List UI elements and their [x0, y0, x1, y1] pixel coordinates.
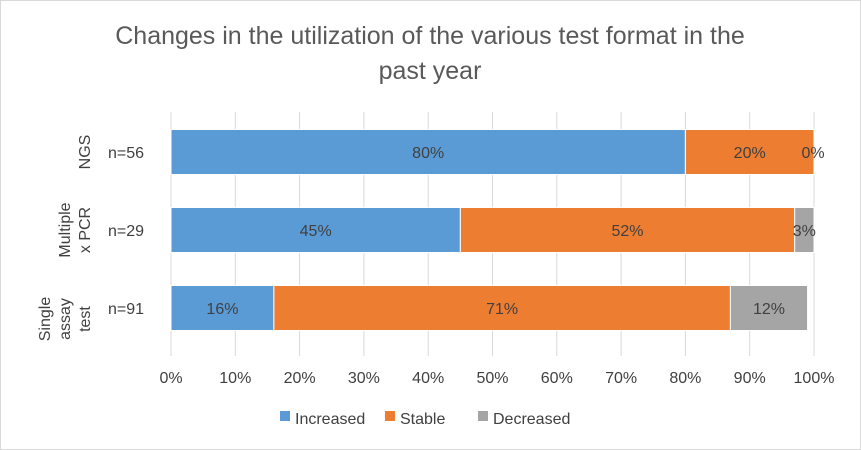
- legend-label: Decreased: [493, 411, 570, 428]
- data-label: 71%: [486, 301, 518, 318]
- category-labels: n=56 NGS n=29 Multiple x PCR n=91 Single assay t…: [37, 135, 144, 342]
- bar-increased-1: [170, 207, 461, 253]
- group-label: assay: [57, 298, 74, 340]
- group-label: NGS: [77, 135, 94, 170]
- group-label: Multiple: [57, 202, 74, 257]
- n-label: n=91: [108, 301, 144, 318]
- x-tick-label: 20%: [284, 370, 316, 387]
- chart-title-line: past year: [379, 57, 482, 85]
- legend-label: Increased: [295, 411, 365, 428]
- legend-label: Stable: [400, 411, 445, 428]
- data-label: 12%: [753, 301, 785, 318]
- x-tick-label: 70%: [605, 370, 637, 387]
- group-label: x PCR: [77, 207, 94, 253]
- data-label: 80%: [412, 145, 444, 162]
- chart-title-line: Changes in the utilization of the variou…: [115, 22, 745, 50]
- data-label: 45%: [300, 223, 332, 240]
- data-label: 3%: [793, 223, 816, 240]
- bar-decreased-1: [794, 207, 815, 253]
- group-label: test: [77, 306, 94, 332]
- bar-stable-0: [684, 129, 815, 175]
- n-label: n=29: [108, 223, 144, 240]
- bars: [170, 129, 815, 331]
- data-label: 20%: [734, 145, 766, 162]
- group-label: Single: [37, 297, 54, 342]
- data-label: 0%: [801, 145, 824, 162]
- x-tick-label: 40%: [412, 370, 444, 387]
- legend-swatch-decreased: [478, 411, 488, 421]
- x-tick-label: 90%: [734, 370, 766, 387]
- x-tick-label: 30%: [348, 370, 380, 387]
- legend-swatch-increased: [280, 411, 290, 421]
- legend: Increased Stable Decreased: [280, 411, 570, 428]
- bar-stable-2: [273, 285, 731, 331]
- x-tick-label: 100%: [794, 370, 835, 387]
- x-tick-label: 0%: [159, 370, 182, 387]
- data-label: 16%: [206, 301, 238, 318]
- n-label: n=56: [108, 145, 144, 162]
- bar-increased-2: [170, 285, 275, 331]
- x-tick-label: 80%: [669, 370, 701, 387]
- legend-swatch-stable: [385, 411, 395, 421]
- x-tick-label: 50%: [476, 370, 508, 387]
- x-tick-label: 10%: [219, 370, 251, 387]
- bar-decreased-2: [729, 285, 809, 331]
- chart-title: Changes in the utilization of the variou…: [115, 22, 745, 85]
- x-tick-label: 60%: [541, 370, 573, 387]
- bar-increased-0: [170, 129, 686, 175]
- data-label: 52%: [612, 223, 644, 240]
- data-labels: 80% 20% 0% 45% 52% 3% 16% 71% 12%: [206, 145, 824, 318]
- bar-stable-1: [459, 207, 796, 253]
- x-axis-ticks: 0% 10% 20% 30% 40% 50% 60% 70% 80% 90% 100%: [159, 370, 834, 387]
